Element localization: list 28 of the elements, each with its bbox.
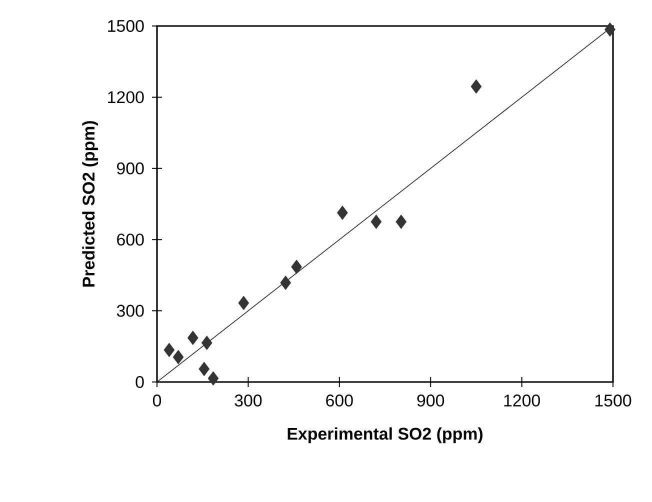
y-tick-label: 300	[116, 304, 144, 317]
x-tick-label: 0	[152, 394, 162, 407]
point	[336, 206, 348, 220]
point	[238, 296, 250, 310]
x-tick-label: 300	[234, 394, 262, 407]
x-tick-label: 600	[326, 394, 353, 407]
x-tick-label: 900	[417, 394, 444, 407]
point	[291, 260, 302, 274]
point	[280, 276, 292, 290]
y-tick-label: 900	[117, 162, 144, 174]
x-tick-label: 1500	[595, 394, 632, 407]
point	[208, 371, 219, 386]
point	[164, 342, 175, 358]
point	[470, 79, 482, 94]
point	[172, 350, 184, 364]
point	[187, 330, 198, 346]
y-axis-title: Predicted SO2 (ppm)	[82, 121, 98, 287]
point	[396, 214, 407, 229]
y-tick-label: 1500	[108, 20, 144, 32]
x-axis-title: Experimental SO2 (ppm)	[288, 427, 482, 444]
point	[198, 362, 210, 376]
point	[201, 336, 212, 350]
point	[370, 214, 382, 229]
point	[604, 22, 616, 37]
x-tick-label: 1200	[504, 394, 540, 407]
y-tick-label: 0	[136, 376, 144, 388]
y-tick-label: 1200	[108, 91, 144, 104]
y-tick-label: 600	[117, 234, 144, 246]
